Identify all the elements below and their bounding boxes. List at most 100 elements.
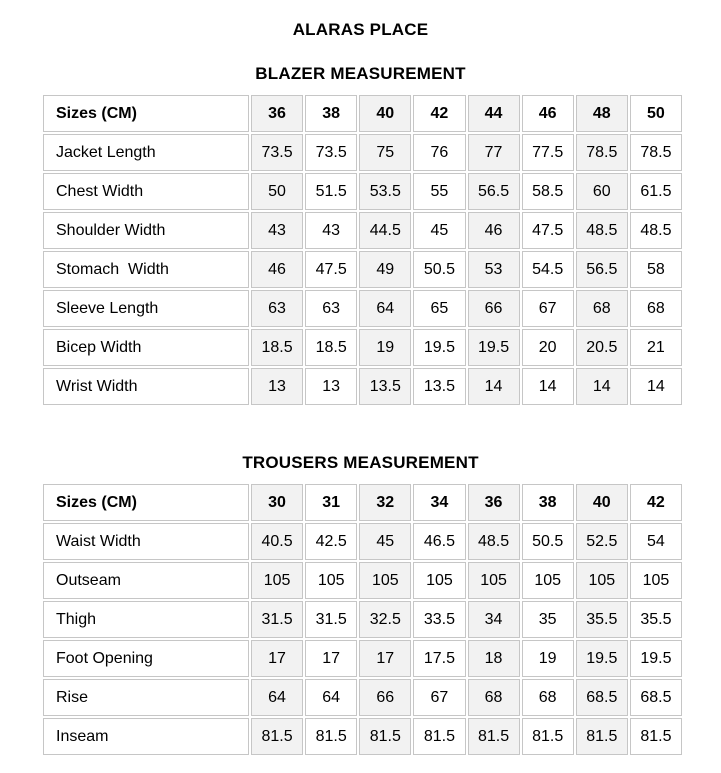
measurement-value: 13 (251, 368, 304, 405)
sizes-header-label: Sizes (CM) (43, 484, 249, 521)
measurement-value: 49 (359, 251, 412, 288)
measurement-value: 105 (575, 562, 628, 599)
measurement-value: 68 (467, 679, 520, 716)
measurement-value: 34 (467, 601, 520, 638)
measurement-row: Foot Opening 17 17 17 17.5 18 19 19.5 19… (43, 640, 682, 677)
size-column-header: 44 (467, 95, 520, 132)
size-column-header: 40 (575, 484, 628, 521)
blazer-table-heading: BLAZER MEASUREMENT (255, 64, 466, 83)
measurement-value: 68 (575, 290, 628, 327)
measurement-value: 81.5 (305, 718, 358, 755)
measurement-value: 14 (575, 368, 628, 405)
measurement-value: 58.5 (521, 173, 574, 210)
measurement-row: Shoulder Width 43 43 44.5 45 46 47.5 48.… (43, 212, 682, 249)
measurement-value: 19.5 (575, 640, 628, 677)
measurement-value: 55 (413, 173, 466, 210)
measurement-value: 40.5 (251, 523, 304, 560)
measurement-value: 18.5 (251, 329, 304, 366)
measurement-value: 35.5 (629, 601, 682, 638)
measurement-value: 53 (467, 251, 520, 288)
measurement-value: 105 (413, 562, 466, 599)
measurement-value: 67 (413, 679, 466, 716)
measurement-label: Foot Opening (43, 640, 249, 677)
measurement-value: 20.5 (575, 329, 628, 366)
measurement-value: 19 (359, 329, 412, 366)
measurement-value: 20 (521, 329, 574, 366)
measurement-value: 67 (521, 290, 574, 327)
measurement-value: 46.5 (413, 523, 466, 560)
measurement-row: Jacket Length 73.5 73.5 75 76 77 77.5 78… (43, 134, 682, 171)
measurement-value: 35 (521, 601, 574, 638)
size-column-header: 40 (359, 95, 412, 132)
measurement-value: 48.5 (629, 212, 682, 249)
header-row: Sizes (CM) 30 31 32 34 36 38 40 42 (43, 484, 682, 521)
measurement-row: Stomach Width 46 47.5 49 50.5 53 54.5 56… (43, 251, 682, 288)
measurement-value: 46 (467, 212, 520, 249)
measurement-value: 13.5 (413, 368, 466, 405)
measurement-value: 47.5 (305, 251, 358, 288)
trousers-table-heading: TROUSERS MEASUREMENT (242, 453, 479, 472)
measurement-value: 48.5 (467, 523, 520, 560)
measurement-label: Shoulder Width (43, 212, 249, 249)
measurement-value: 65 (413, 290, 466, 327)
measurement-row: Waist Width 40.5 42.5 45 46.5 48.5 50.5 … (43, 523, 682, 560)
measurement-value: 50 (251, 173, 304, 210)
measurement-value: 14 (629, 368, 682, 405)
measurement-label: Rise (43, 679, 249, 716)
size-column-header: 38 (521, 484, 574, 521)
measurement-value: 14 (467, 368, 520, 405)
measurement-label: Bicep Width (43, 329, 249, 366)
size-column-header: 34 (413, 484, 466, 521)
size-column-header: 32 (359, 484, 412, 521)
measurement-value: 43 (305, 212, 358, 249)
measurement-value: 19.5 (629, 640, 682, 677)
measurement-label: Thigh (43, 601, 249, 638)
measurement-value: 81.5 (629, 718, 682, 755)
size-column-header: 42 (629, 484, 682, 521)
measurement-value: 61.5 (629, 173, 682, 210)
measurement-value: 14 (521, 368, 574, 405)
measurement-value: 17 (305, 640, 358, 677)
measurement-value: 105 (359, 562, 412, 599)
size-column-header: 31 (305, 484, 358, 521)
measurement-value: 13.5 (359, 368, 412, 405)
measurement-value: 105 (251, 562, 304, 599)
measurement-value: 81.5 (467, 718, 520, 755)
measurement-value: 13 (305, 368, 358, 405)
measurement-value: 52.5 (575, 523, 628, 560)
measurement-row: Rise 64 64 66 67 68 68 68.5 68.5 (43, 679, 682, 716)
measurement-row: Sleeve Length 63 63 64 65 66 67 68 68 (43, 290, 682, 327)
size-column-header: 30 (251, 484, 304, 521)
measurement-row: Thigh 31.5 31.5 32.5 33.5 34 35 35.5 35.… (43, 601, 682, 638)
measurement-value: 105 (521, 562, 574, 599)
measurement-row: Wrist Width 13 13 13.5 13.5 14 14 14 14 (43, 368, 682, 405)
measurement-value: 68 (521, 679, 574, 716)
measurement-label: Chest Width (43, 173, 249, 210)
measurement-value: 64 (305, 679, 358, 716)
measurement-value: 77 (467, 134, 520, 171)
measurement-value: 51.5 (305, 173, 358, 210)
measurement-value: 35.5 (575, 601, 628, 638)
measurement-row: Inseam 81.5 81.5 81.5 81.5 81.5 81.5 81.… (43, 718, 682, 755)
measurement-value: 18.5 (305, 329, 358, 366)
measurement-value: 105 (305, 562, 358, 599)
measurement-value: 31.5 (251, 601, 304, 638)
measurement-value: 19.5 (413, 329, 466, 366)
size-column-header: 46 (521, 95, 574, 132)
page-title: ALARAS PLACE (292, 20, 429, 39)
measurement-value: 50.5 (521, 523, 574, 560)
measurement-value: 54 (629, 523, 682, 560)
sizes-header-label: Sizes (CM) (43, 95, 249, 132)
measurement-value: 81.5 (521, 718, 574, 755)
measurement-value: 78.5 (629, 134, 682, 171)
measurement-value: 33.5 (413, 601, 466, 638)
measurement-value: 78.5 (575, 134, 628, 171)
measurement-label: Wrist Width (43, 368, 249, 405)
measurement-value: 17.5 (413, 640, 466, 677)
header-row: Sizes (CM) 36 38 40 42 44 46 48 50 (43, 95, 682, 132)
measurement-row: Bicep Width 18.5 18.5 19 19.5 19.5 20 20… (43, 329, 682, 366)
measurement-value: 17 (251, 640, 304, 677)
measurement-value: 60 (575, 173, 628, 210)
measurement-value: 43 (251, 212, 304, 249)
measurement-value: 81.5 (413, 718, 466, 755)
